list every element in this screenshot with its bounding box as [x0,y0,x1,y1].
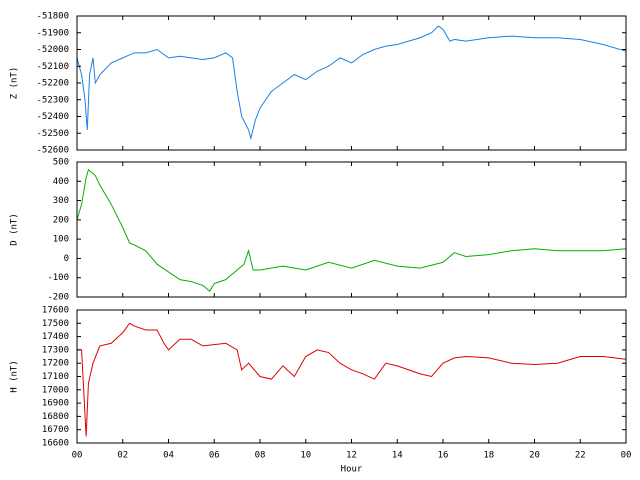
y-tick-label: -200 [47,293,69,303]
y-tick-label: -51800 [36,12,69,22]
y-tick-label: 17300 [42,345,69,355]
y-tick-label: 500 [53,158,69,168]
x-tick-label: 08 [255,451,266,461]
x-tick-label: 20 [529,451,540,461]
x-axis-label: Hour [341,465,363,475]
y-tick-label: 300 [53,196,69,206]
x-tick-label: 12 [346,451,357,461]
series-line [76,25,627,141]
x-tick-label: 14 [392,451,403,461]
y-tick-label: 400 [53,177,69,187]
y-tick-label: 100 [53,235,69,245]
series-line [77,322,627,437]
x-tick-label: 00 [621,451,632,461]
y-axis-label: D (nT) [10,213,20,246]
y-tick-label: -51900 [36,28,69,38]
y-axis-label: Z (nT) [10,67,20,100]
y-tick-label: -100 [47,273,69,283]
y-tick-label: 17200 [42,359,69,369]
x-tick-label: 16 [438,451,449,461]
x-tick-label: 02 [117,451,128,461]
y-tick-label: -52600 [36,146,69,156]
y-tick-label: 17500 [42,319,69,329]
series-line [76,168,627,292]
y-tick-label: 16700 [42,425,69,435]
x-tick-label: 22 [575,451,586,461]
x-tick-label: 00 [72,451,83,461]
y-tick-label: -52500 [36,129,69,139]
plot-frame [76,15,627,151]
y-tick-label: 16600 [42,439,69,449]
y-tick-label: 17400 [42,332,69,342]
plot-frame [76,309,627,444]
x-tick-label: 10 [300,451,311,461]
y-tick-label: 17600 [42,306,69,316]
y-tick-label: 0 [64,254,69,264]
y-tick-label: 200 [53,215,69,225]
y-tick-label: 16900 [42,399,69,409]
y-tick-label: -52300 [36,95,69,105]
y-tick-label: -52000 [36,45,69,55]
x-tick-label: 06 [209,451,220,461]
x-tick-label: 04 [163,451,174,461]
y-tick-label: -52200 [36,79,69,89]
y-tick-label: -52400 [36,112,69,122]
y-axis-label: H (nT) [10,360,20,393]
y-tick-label: 17100 [42,372,69,382]
x-tick-label: 18 [483,451,494,461]
y-tick-label: 16800 [42,412,69,422]
plot-frame [76,161,627,298]
y-tick-label: -52100 [36,62,69,72]
y-tick-label: 17000 [42,385,69,395]
